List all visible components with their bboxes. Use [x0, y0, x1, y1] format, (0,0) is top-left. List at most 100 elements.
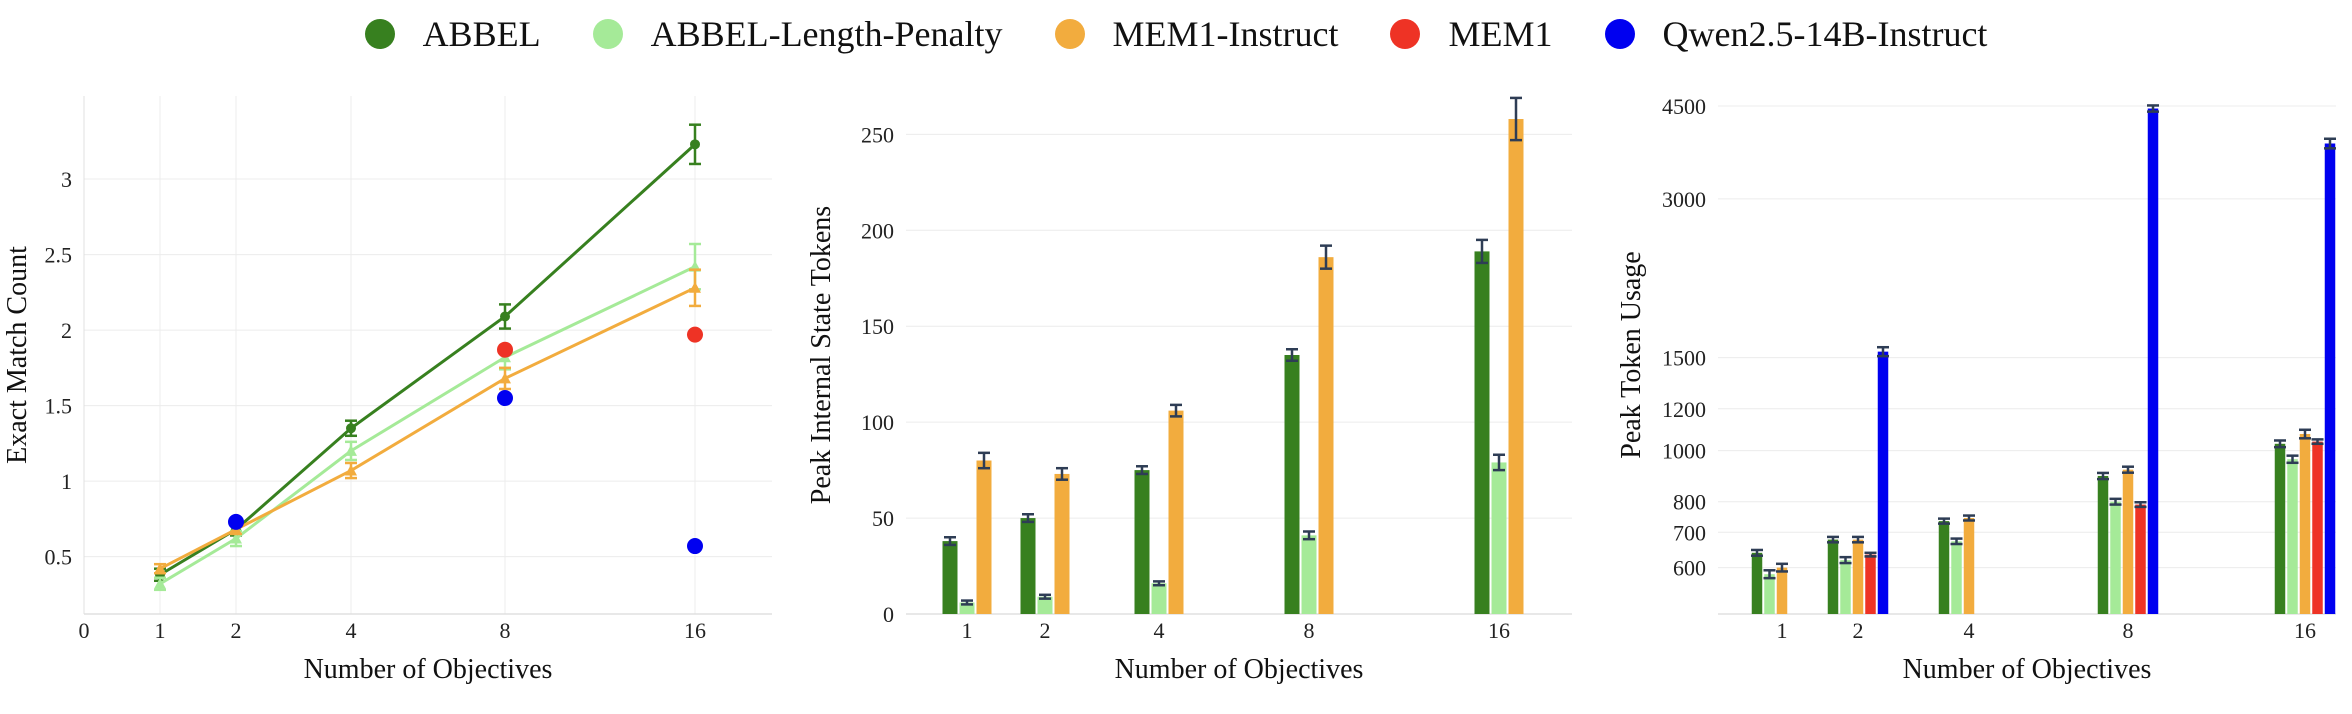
internal-state-tokens-chart: 0 50 100 150 200 250 1 2 4 8 16 Number of Objective…	[806, 96, 1572, 685]
x-tick-label: 4	[346, 618, 357, 643]
y-axis-title: Exact Match Count	[2, 246, 33, 464]
x-tick-label: 16	[2294, 618, 2316, 643]
bar-mem1-instruct	[1776, 567, 1788, 614]
bar-abbel	[2274, 443, 2286, 614]
y-tick-label: 1200	[1662, 397, 1706, 422]
bar-mem1-instruct	[976, 460, 992, 614]
legend-item-abbel[interactable]: ABBEL	[364, 13, 541, 55]
y-axis-title: Peak Token Usage	[1616, 251, 1647, 458]
bar-mem1-instruct	[1318, 257, 1334, 614]
series-line-abbel	[159, 143, 697, 577]
data-point-mem1-instruct	[689, 281, 701, 293]
bar-abbel	[1284, 355, 1300, 614]
y-tick-label: 1000	[1662, 439, 1706, 464]
y-tick-label: 200	[861, 218, 894, 243]
bar-abbel-length-penalty	[1764, 574, 1775, 614]
bar-mem1-instruct	[2299, 433, 2311, 614]
x-tick-label: 16	[684, 618, 706, 643]
bar-qwen2-5-14b-instruct	[2147, 108, 2159, 615]
y-tick-label: 3	[61, 167, 72, 192]
bar-abbel	[1020, 518, 1036, 614]
bar-abbel	[942, 541, 958, 614]
data-point-abbel	[690, 139, 700, 150]
y-tick-label: 50	[872, 506, 894, 531]
y-tick-label: 100	[861, 410, 894, 435]
legend-item-abbel-length-penalty[interactable]: ABBEL-Length-Penalty	[592, 13, 1003, 55]
bar-qwen2-5-14b-instruct	[2324, 143, 2336, 614]
bar-abbel	[1134, 470, 1150, 614]
y-tick-label: 4500	[1662, 94, 1706, 119]
data-point-abbel	[346, 423, 356, 434]
bar-abbel-length-penalty	[1491, 462, 1507, 614]
peak-token-usage-chart: 600 700 800 1000 1200 1500 3000 4500 1 2 4 8 16 Numbe…	[1616, 94, 2336, 685]
y-tick-label: 800	[1673, 490, 1706, 515]
x-tick-label: 2	[231, 618, 242, 643]
x-tick-label: 1	[962, 618, 973, 643]
bar-abbel-length-penalty	[1951, 541, 1962, 614]
x-tick-label: 1	[155, 618, 166, 643]
data-point-abbel-length-penalty	[230, 532, 242, 544]
y-tick-label: 250	[861, 122, 894, 147]
x-tick-label: 1	[1777, 618, 1788, 643]
x-tick-label: 2	[1040, 618, 1051, 643]
x-tick-label: 4	[1964, 618, 1975, 643]
bar-mem1-instruct	[1963, 518, 1975, 614]
bar-abbel-length-penalty	[959, 602, 975, 614]
legend-label: Qwen2.5-14B-Instruct	[1662, 14, 1988, 54]
x-axis-title: Number of Objectives	[1903, 654, 2152, 685]
bar-mem1	[2312, 441, 2323, 614]
bar-mem1	[1865, 554, 1876, 614]
x-tick-label: 8	[1304, 618, 1315, 643]
x-axis-title: Number of Objectives	[304, 654, 553, 685]
y-axis-title: Peak Internal State Tokens	[806, 206, 837, 504]
data-point-qwen2-5-14b-instruct	[228, 513, 244, 530]
x-tick-label: 8	[500, 618, 511, 643]
y-tick-label: 2.5	[45, 243, 73, 268]
legend-marker-abbel-length-penalty	[592, 19, 623, 49]
bar-abbel-length-penalty	[1151, 583, 1167, 614]
bar-mem1-instruct	[1508, 119, 1524, 615]
exact-match-chart: 0.5 1 1.5 2 2.5 3 0 1 2 4 8 16 Number of Objectives E…	[2, 96, 772, 685]
y-tick-label: 700	[1673, 520, 1706, 545]
x-tick-label: 2	[1853, 618, 1864, 643]
legend-label: ABBEL-Length-Penalty	[650, 14, 1003, 54]
x-tick-label: 16	[1488, 618, 1510, 643]
data-point-abbel-length-penalty	[345, 444, 357, 456]
y-tick-label: 600	[1673, 556, 1706, 581]
legend-label: MEM1	[1448, 14, 1553, 54]
legend-item-mem1-instruct[interactable]: MEM1-Instruct	[1054, 13, 1338, 55]
legend-item-mem1[interactable]: MEM1	[1390, 13, 1553, 55]
bar-abbel-length-penalty	[1037, 596, 1053, 614]
data-point-qwen2-5-14b-instruct	[687, 538, 703, 555]
x-axis-title: Number of Objectives	[1115, 654, 1364, 685]
bar-mem1	[2135, 504, 2146, 614]
bar-mem1-instruct	[1852, 539, 1864, 614]
data-point-mem1-instruct	[154, 562, 166, 574]
bar-abbel	[1938, 521, 1950, 614]
y-tick-label: 0	[883, 602, 894, 627]
data-point-mem1	[687, 326, 703, 343]
bar-abbel	[1474, 251, 1490, 614]
y-tick-label: 1.5	[45, 394, 73, 419]
data-point-mem1	[497, 341, 513, 358]
y-tick-label: 1500	[1662, 346, 1706, 371]
bar-mem1-instruct	[1054, 473, 1070, 614]
x-tick-label: 4	[1154, 618, 1165, 643]
y-tick-label: 2	[61, 318, 72, 343]
bar-qwen2-5-14b-instruct	[1877, 351, 1889, 614]
data-point-abbel	[500, 311, 510, 322]
data-point-mem1-instruct	[499, 372, 511, 384]
bar-abbel	[1751, 552, 1763, 614]
legend-marker-mem1-instruct	[1054, 19, 1085, 49]
bar-abbel-length-penalty	[2110, 501, 2121, 614]
legend-marker-qwen	[1604, 19, 1635, 49]
bar-mem1-instruct	[2122, 469, 2134, 614]
x-tick-label: 0	[79, 618, 90, 643]
bar-abbel	[2097, 475, 2109, 614]
bar-mem1-instruct	[1168, 410, 1184, 614]
legend-marker-abbel	[364, 19, 395, 49]
data-point-qwen2-5-14b-instruct	[497, 390, 513, 407]
legend-item-qwen[interactable]: Qwen2.5-14B-Instruct	[1604, 13, 1988, 55]
data-point-abbel-length-penalty	[154, 577, 166, 589]
y-tick-label: 3000	[1662, 187, 1706, 212]
